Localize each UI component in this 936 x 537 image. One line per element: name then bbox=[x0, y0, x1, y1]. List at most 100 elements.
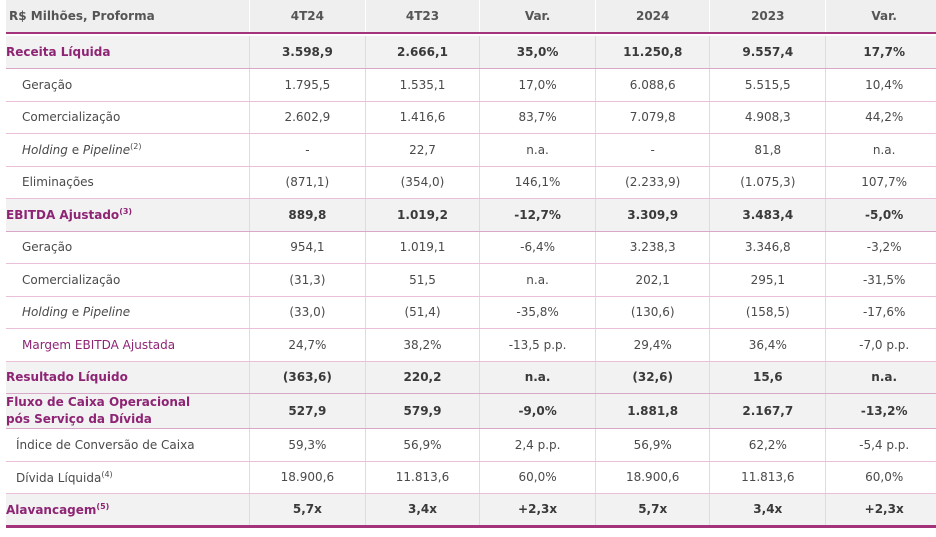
row-label: Holding e Pipeline bbox=[6, 296, 250, 329]
header-divider bbox=[6, 32, 936, 36]
table-row-margem-ebitda: Margem EBITDA Ajustada 24,7% 38,2% -13,5… bbox=[6, 328, 936, 362]
cell-4t23: 1.019,2 bbox=[364, 198, 480, 232]
cell-var-q: 60,0% bbox=[479, 461, 596, 494]
row-label: Comercialização bbox=[6, 101, 250, 134]
cell-2023: (158,5) bbox=[709, 296, 826, 329]
cell-var-q: +2,3x bbox=[479, 493, 596, 528]
cell-var-y: 17,7% bbox=[825, 36, 936, 69]
cell-2023: 36,4% bbox=[709, 328, 826, 362]
label-text: Dívida Líquida bbox=[16, 470, 102, 485]
cell-var-q: n.a. bbox=[479, 263, 596, 297]
financial-summary-table: R$ Milhões, Proforma 4T24 4T23 Var. 2024… bbox=[6, 0, 936, 528]
header-col-var-quarter: Var. bbox=[479, 0, 596, 33]
cell-2023: 5.515,5 bbox=[709, 68, 826, 102]
cell-var-y: -31,5% bbox=[825, 263, 936, 297]
cell-2024: 7.079,8 bbox=[595, 101, 710, 134]
label-line-2: pós Serviço da Dívida bbox=[6, 412, 152, 426]
label-pipeline: Pipeline bbox=[82, 305, 131, 320]
cell-2024: 3.309,9 bbox=[595, 198, 710, 232]
row-label: Comercialização bbox=[6, 263, 250, 297]
cell-2023: (1.075,3) bbox=[709, 166, 826, 199]
cell-2023: 9.557,4 bbox=[709, 36, 826, 69]
cell-2024: 56,9% bbox=[595, 428, 710, 462]
footnote-ref: (2) bbox=[130, 142, 142, 152]
footnote-ref: (5) bbox=[96, 501, 110, 511]
table-row-fluxo-caixa: Fluxo de Caixa Operacional pós Serviço da… bbox=[6, 393, 936, 429]
cell-4t24: 18.900,6 bbox=[248, 461, 366, 494]
table-header-row: R$ Milhões, Proforma 4T24 4T23 Var. 2024… bbox=[6, 0, 936, 33]
row-label: EBITDA Ajustado(3) bbox=[6, 198, 250, 232]
cell-4t24: 954,1 bbox=[248, 231, 366, 264]
row-label: Índice de Conversão de Caixa bbox=[6, 428, 250, 462]
row-label: Holding e Pipeline(2) bbox=[6, 133, 250, 167]
cell-4t24: 59,3% bbox=[248, 428, 366, 462]
cell-4t23: 56,9% bbox=[364, 428, 480, 462]
cell-2024: 202,1 bbox=[595, 263, 710, 297]
cell-2024: (32,6) bbox=[595, 361, 710, 394]
cell-4t23: 11.813,6 bbox=[364, 461, 480, 494]
table-row-indice-conversao: Índice de Conversão de Caixa 59,3% 56,9%… bbox=[6, 428, 936, 462]
cell-4t24: 5,7x bbox=[248, 493, 366, 528]
cell-var-y: 10,4% bbox=[825, 68, 936, 102]
cell-var-q: 2,4 p.p. bbox=[479, 428, 596, 462]
header-col-4t24: 4T24 bbox=[248, 0, 366, 33]
label-line-1: Fluxo de Caixa Operacional bbox=[6, 395, 191, 409]
cell-var-y: -3,2% bbox=[825, 231, 936, 264]
cell-var-q: -13,5 p.p. bbox=[479, 328, 596, 362]
cell-4t24: 3.598,9 bbox=[248, 36, 366, 69]
cell-var-y: 107,7% bbox=[825, 166, 936, 199]
cell-4t23: 1.019,1 bbox=[364, 231, 480, 264]
cell-var-y: +2,3x bbox=[825, 493, 936, 528]
cell-4t24: - bbox=[248, 133, 366, 167]
table-row-geracao: Geração 954,1 1.019,1 -6,4% 3.238,3 3.34… bbox=[6, 231, 936, 264]
cell-2024: (130,6) bbox=[595, 296, 710, 329]
cell-2024: 5,7x bbox=[595, 493, 710, 528]
table-row-holding-pipeline: Holding e Pipeline (33,0) (51,4) -35,8% … bbox=[6, 296, 936, 329]
cell-var-q: n.a. bbox=[479, 133, 596, 167]
table-row-alavancagem: Alavancagem(5) 5,7x 3,4x +2,3x 5,7x 3,4x… bbox=[6, 493, 936, 528]
cell-4t23: 1.535,1 bbox=[364, 68, 480, 102]
cell-2024: - bbox=[595, 133, 710, 167]
footnote-ref: (3) bbox=[119, 207, 133, 217]
cell-2024: 3.238,3 bbox=[595, 231, 710, 264]
cell-2024: 18.900,6 bbox=[595, 461, 710, 494]
footnote-ref: (4) bbox=[101, 469, 113, 479]
table-row-holding-pipeline: Holding e Pipeline(2) - 22,7 n.a. - 81,8… bbox=[6, 133, 936, 167]
cell-var-y: 60,0% bbox=[825, 461, 936, 494]
row-label: Geração bbox=[6, 68, 250, 102]
cell-4t24: (363,6) bbox=[248, 361, 366, 394]
cell-4t23: 2.666,1 bbox=[364, 36, 480, 69]
cell-4t23: (51,4) bbox=[364, 296, 480, 329]
table-row-receita-liquida: Receita Líquida 3.598,9 2.666,1 35,0% 11… bbox=[6, 36, 936, 69]
cell-var-q: 83,7% bbox=[479, 101, 596, 134]
cell-var-q: -6,4% bbox=[479, 231, 596, 264]
row-label: Resultado Líquido bbox=[6, 361, 250, 394]
cell-var-q: 17,0% bbox=[479, 68, 596, 102]
cell-var-y: n.a. bbox=[825, 133, 936, 167]
row-label: Margem EBITDA Ajustada bbox=[6, 328, 250, 362]
cell-var-y: -5,4 p.p. bbox=[825, 428, 936, 462]
cell-4t24: 1.795,5 bbox=[248, 68, 366, 102]
cell-var-q: -9,0% bbox=[479, 393, 596, 429]
cell-var-y: -17,6% bbox=[825, 296, 936, 329]
cell-4t23: 1.416,6 bbox=[364, 101, 480, 134]
cell-4t24: (33,0) bbox=[248, 296, 366, 329]
cell-var-y: -7,0 p.p. bbox=[825, 328, 936, 362]
label-holding: Holding bbox=[22, 143, 68, 158]
cell-2023: 3.346,8 bbox=[709, 231, 826, 264]
label-connector: e bbox=[67, 305, 83, 320]
cell-2023: 15,6 bbox=[709, 361, 826, 394]
cell-var-q: -35,8% bbox=[479, 296, 596, 329]
table-row-geracao: Geração 1.795,5 1.535,1 17,0% 6.088,6 5.… bbox=[6, 68, 936, 102]
row-label: Fluxo de Caixa Operacional pós Serviço da… bbox=[6, 393, 250, 429]
label-pipeline: Pipeline bbox=[82, 143, 131, 158]
cell-2023: 11.813,6 bbox=[709, 461, 826, 494]
cell-4t24: (871,1) bbox=[248, 166, 366, 199]
cell-var-q: 146,1% bbox=[479, 166, 596, 199]
cell-var-y: -13,2% bbox=[825, 393, 936, 429]
row-label: Eliminações bbox=[6, 166, 250, 199]
table-row-divida-liquida: Dívida Líquida(4) 18.900,6 11.813,6 60,0… bbox=[6, 461, 936, 494]
table-row-comercializacao: Comercialização 2.602,9 1.416,6 83,7% 7.… bbox=[6, 101, 936, 134]
cell-var-q: -12,7% bbox=[479, 198, 596, 232]
cell-4t23: 579,9 bbox=[364, 393, 480, 429]
